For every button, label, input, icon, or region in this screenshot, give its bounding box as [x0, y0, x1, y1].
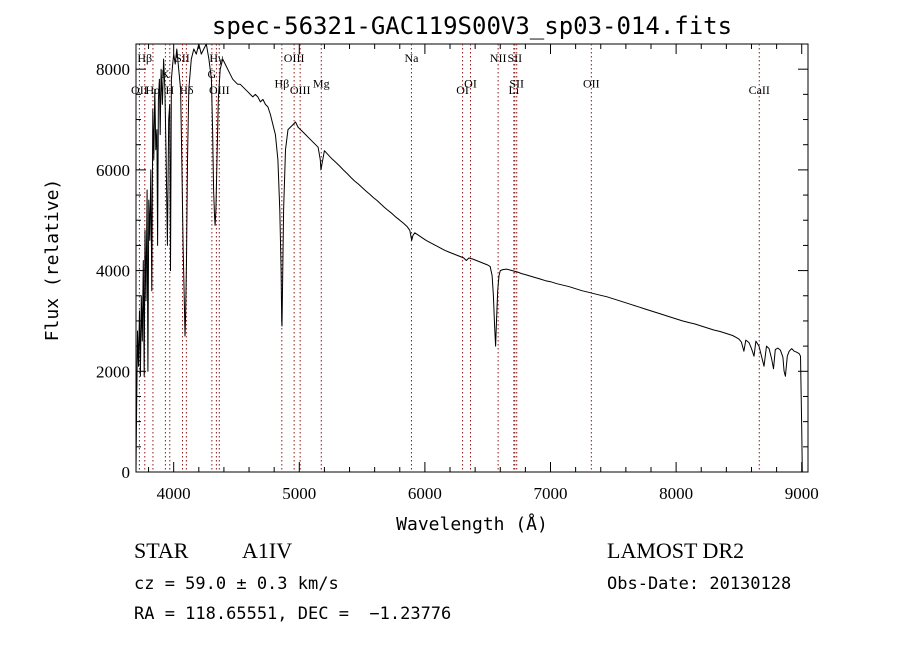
y-tick-label: 0 — [122, 463, 131, 482]
y-axis-label: Flux (relative) — [42, 179, 63, 342]
survey-name: LAMOST DR2 — [607, 538, 745, 563]
x-tick-label: 4000 — [157, 484, 191, 503]
spectral-line-label: Li — [508, 83, 519, 97]
spectral-line-label: K — [161, 67, 170, 81]
y-tick-label: 6000 — [96, 161, 130, 180]
redshift-cz: cz = 59.0 ± 0.3 km/s — [134, 574, 339, 594]
chart-title: spec-56321-GAC119S00V3_sp03-014.fits — [212, 12, 732, 40]
spectral-line-label: Mg — [313, 77, 330, 91]
object-class: STAR — [134, 538, 189, 563]
flux-spectrum-line — [135, 43, 803, 473]
spectral-line-label: OII — [583, 77, 600, 91]
spectral-line-label: OI — [456, 83, 469, 97]
spectral-line-label: G — [208, 67, 217, 81]
spectral-line-label: SII — [509, 77, 524, 91]
x-tick-label: 5000 — [282, 484, 316, 503]
spectral-line-label: Hγ — [209, 51, 224, 65]
x-tick-label: 6000 — [408, 484, 442, 503]
spectral-line-label: OI — [464, 77, 477, 91]
spectral-line-label: Na — [404, 51, 419, 65]
x-tick-label: 7000 — [534, 484, 568, 503]
x-tick-label: 9000 — [785, 484, 819, 503]
spectral-line-label: Hβ — [274, 77, 289, 91]
spectral-line-label: Hδ — [179, 83, 194, 97]
spectral-line-label: Hβ — [137, 51, 152, 65]
y-tick-label: 2000 — [96, 362, 130, 381]
y-tick-label: 4000 — [96, 262, 130, 281]
obs-date: Obs-Date: 20130128 — [607, 574, 792, 594]
object-subclass: A1IV — [242, 538, 293, 563]
spectral-line-label: NII — [490, 51, 507, 65]
spectral-line-label: OIII — [284, 51, 305, 65]
spectral-line-label: OII — [131, 83, 148, 97]
spectral-line-label: CaII — [749, 83, 770, 97]
spectral-line-label: OIII — [209, 83, 230, 97]
spectral-line-label: SII — [175, 51, 190, 65]
plot-frame — [135, 43, 809, 473]
y-tick-label: 8000 — [96, 60, 130, 79]
spectral-line-label: H — [165, 83, 174, 97]
x-tick-label: 8000 — [659, 484, 693, 503]
spectral-line-label: OIII — [290, 83, 311, 97]
spectral-line-label: SII — [507, 51, 522, 65]
spectral-line-label: Hα — [145, 83, 161, 97]
x-axis-label: Wavelength (Å) — [396, 513, 548, 535]
ra-dec-coordinates: RA = 118.65551, DEC = −1.23776 — [134, 604, 452, 624]
